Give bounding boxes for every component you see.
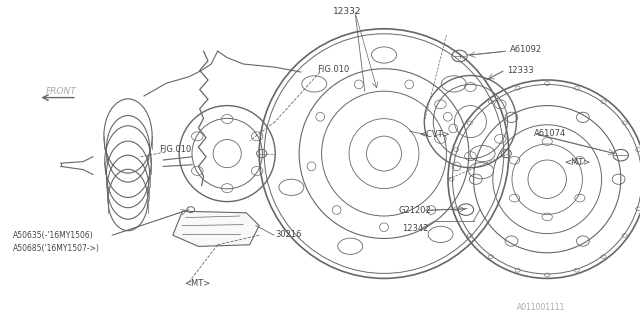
Text: A61092: A61092 [509,45,541,54]
Text: A011001111: A011001111 [517,303,566,312]
Text: A50685('16MY1507->): A50685('16MY1507->) [13,244,100,253]
Text: 12333: 12333 [508,66,534,75]
Text: <MT>: <MT> [564,158,591,167]
Text: A61074: A61074 [534,129,566,138]
Text: FIG.010: FIG.010 [159,145,191,154]
Text: 12332: 12332 [333,7,362,16]
Text: 12342: 12342 [402,224,428,233]
Text: <CVT>: <CVT> [419,130,450,139]
Text: A50635(-'16MY1506): A50635(-'16MY1506) [13,231,93,240]
Text: FRONT: FRONT [46,87,77,96]
Text: G21202: G21202 [399,206,431,215]
Text: FIG.010: FIG.010 [317,65,349,74]
Text: 30216: 30216 [275,230,301,239]
Text: <MT>: <MT> [184,279,211,288]
Polygon shape [173,211,259,246]
